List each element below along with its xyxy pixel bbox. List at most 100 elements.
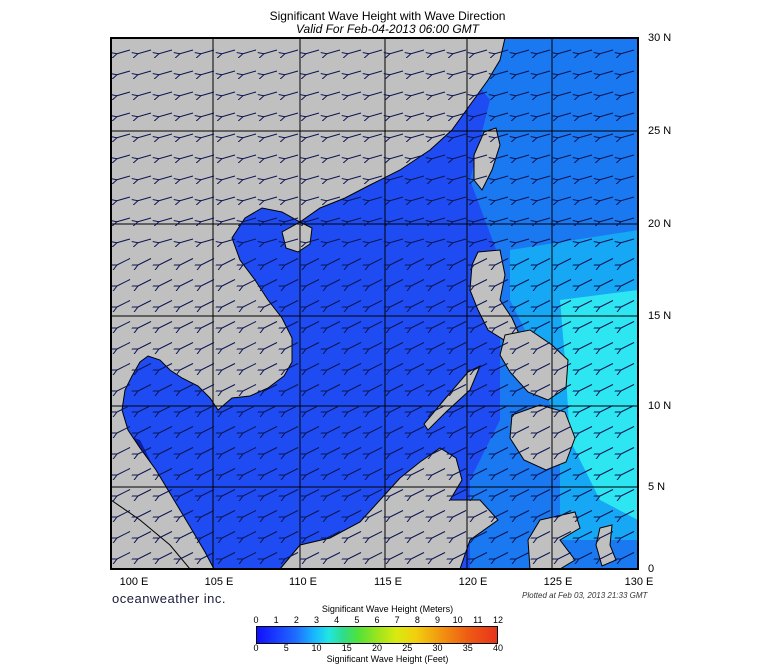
wave-arrow (221, 384, 236, 392)
wave-arrow (578, 405, 593, 413)
wave-arrow (221, 363, 236, 371)
wave-arrow (137, 426, 152, 434)
wave-arrow (368, 321, 383, 329)
wave-arrow (515, 112, 530, 117)
wave-arrow (179, 447, 194, 455)
feet-tick: 25 (402, 643, 413, 653)
wave-arrow (557, 321, 572, 329)
wave-arrow (536, 238, 551, 243)
wave-arrow (368, 91, 383, 96)
wave-arrow (347, 279, 362, 287)
wave-arrow (326, 238, 341, 243)
wave-arrow (116, 238, 131, 243)
wave-arrow (179, 489, 194, 497)
wave-arrow (284, 196, 299, 201)
wave-arrow (410, 49, 425, 54)
wave-arrow (599, 279, 614, 287)
wave-arrow (137, 300, 152, 308)
wave-arrow (494, 384, 509, 392)
wave-arrow (473, 342, 488, 350)
wave-arrow (368, 196, 383, 201)
wave-arrow (368, 112, 383, 117)
wave-arrow (137, 258, 152, 266)
feet-tick: 30 (432, 643, 443, 653)
wave-arrow (536, 342, 551, 350)
wave-arrow (620, 489, 635, 497)
wave-arrow (179, 258, 194, 266)
wave-arrow (452, 531, 467, 539)
wave-arrow (389, 112, 404, 117)
wave-arrow (347, 426, 362, 434)
wave-arrow (158, 510, 173, 518)
wave-arrow (200, 154, 215, 159)
wave-arrow (620, 510, 635, 518)
wave-arrow (179, 112, 194, 117)
wave-arrow (473, 258, 488, 266)
wave-arrow (599, 133, 614, 138)
wave-arrow (158, 447, 173, 455)
wave-arrow (263, 321, 278, 329)
lat-label-0: 0 (648, 563, 655, 575)
wave-arrow (326, 510, 341, 518)
wave-arrow (242, 531, 257, 539)
lat-label-10n: 10 N (648, 400, 672, 412)
lat-label-30n: 30 N (648, 32, 672, 44)
wave-arrow (515, 217, 530, 222)
wave-arrow (557, 217, 572, 222)
wave-arrow (452, 468, 467, 476)
wave-arrow (158, 49, 173, 54)
wave-arrow (578, 468, 593, 476)
wave-arrow (431, 133, 446, 138)
wave-arrow (368, 405, 383, 413)
wave-arrow (578, 300, 593, 308)
wave-arrow (557, 552, 572, 560)
wave-arrow (599, 426, 614, 434)
wave-arrow (242, 447, 257, 455)
wave-arrow (431, 342, 446, 350)
wave-arrow (368, 426, 383, 434)
wave-arrow (116, 70, 131, 75)
wave-arrow (557, 426, 572, 434)
lon-label-130e: 130 E (624, 576, 654, 588)
wave-arrow (536, 133, 551, 138)
wave-arrow (620, 175, 635, 180)
feet-tick: 10 (311, 643, 322, 653)
wave-arrow (452, 321, 467, 329)
wave-arrow (200, 49, 215, 54)
wave-arrow (242, 405, 257, 413)
feet-tick: 5 (283, 643, 289, 653)
wave-arrow (536, 258, 551, 266)
wave-arrow (620, 384, 635, 392)
wave-arrow (368, 154, 383, 159)
wave-arrow (557, 447, 572, 455)
wave-arrow (557, 384, 572, 392)
wave-arrow (410, 196, 425, 201)
wave-arrow (620, 217, 635, 222)
wave-arrow (389, 196, 404, 201)
wave-arrow (599, 91, 614, 96)
wave-arrow (158, 363, 173, 371)
wave-arrow (389, 468, 404, 476)
wave-arrow (242, 154, 257, 159)
wave-arrow (158, 300, 173, 308)
wave-arrow (116, 489, 131, 497)
wave-arrow (578, 217, 593, 222)
wave-arrow (431, 300, 446, 308)
wave-arrow (263, 49, 278, 54)
wave-arrow (137, 91, 152, 96)
wave-arrow (410, 510, 425, 518)
wave-arrow (284, 468, 299, 476)
wave-arrow (599, 447, 614, 455)
wave-arrow (116, 342, 131, 350)
wave-arrow (431, 510, 446, 518)
wave-arrow (242, 258, 257, 266)
wave-arrow (389, 447, 404, 455)
wave-arrow (431, 175, 446, 180)
wave-arrow (137, 489, 152, 497)
wave-arrow (473, 238, 488, 243)
colorbar-title-meters: Significant Wave Height (Meters) (321, 604, 454, 614)
wave-arrow (431, 405, 446, 413)
wave-arrow (389, 321, 404, 329)
wave-arrow (473, 112, 488, 117)
wave-arrow (515, 91, 530, 96)
